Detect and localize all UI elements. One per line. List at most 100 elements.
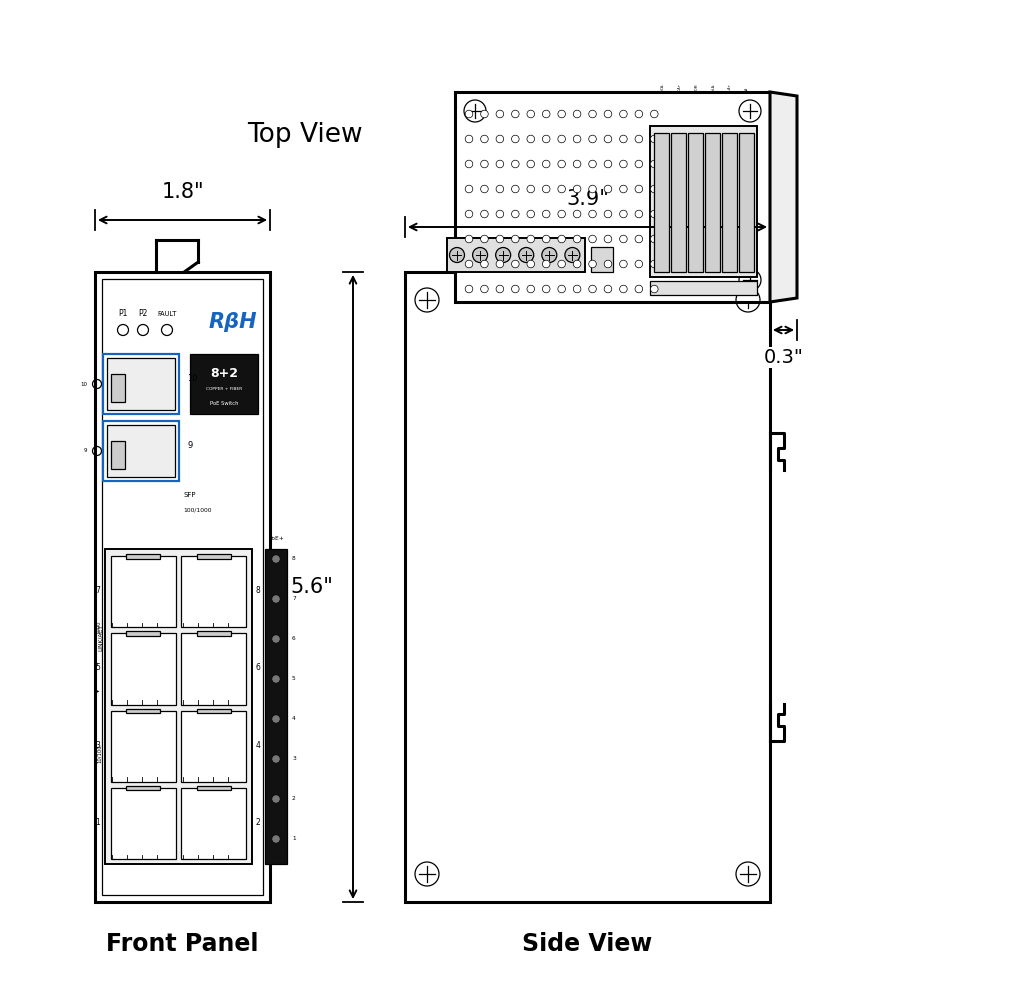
- Circle shape: [573, 260, 581, 268]
- Text: COM: COM: [694, 84, 698, 91]
- Text: P1: P1: [119, 309, 128, 318]
- Circle shape: [542, 248, 557, 263]
- Circle shape: [512, 285, 519, 293]
- Circle shape: [604, 210, 611, 218]
- Text: 1: 1: [95, 818, 100, 827]
- Circle shape: [271, 634, 281, 643]
- Text: PoE+: PoE+: [268, 536, 284, 541]
- Circle shape: [480, 285, 488, 293]
- Bar: [181, 787, 247, 859]
- Circle shape: [650, 236, 658, 243]
- Text: LA: LA: [745, 87, 749, 91]
- Bar: [738, 133, 754, 272]
- Text: 6: 6: [256, 664, 261, 673]
- Circle shape: [589, 135, 596, 143]
- Bar: [197, 631, 230, 635]
- Circle shape: [512, 236, 519, 243]
- Text: 5: 5: [292, 677, 296, 682]
- Circle shape: [512, 185, 519, 192]
- Circle shape: [650, 185, 658, 192]
- Bar: [197, 554, 230, 559]
- Circle shape: [565, 248, 580, 263]
- Circle shape: [271, 795, 281, 804]
- Circle shape: [589, 285, 596, 293]
- Circle shape: [496, 160, 504, 168]
- Bar: [106, 425, 175, 477]
- Text: Side View: Side View: [522, 932, 652, 956]
- Circle shape: [573, 110, 581, 118]
- Text: PoE Switch: PoE Switch: [210, 401, 239, 406]
- Polygon shape: [770, 92, 797, 302]
- Circle shape: [496, 236, 504, 243]
- Text: 4: 4: [256, 740, 261, 749]
- Text: 4: 4: [292, 717, 296, 721]
- Bar: [126, 785, 161, 790]
- Bar: [197, 785, 230, 790]
- Circle shape: [635, 260, 643, 268]
- Circle shape: [480, 110, 488, 118]
- Circle shape: [558, 210, 565, 218]
- Circle shape: [480, 236, 488, 243]
- Circle shape: [543, 210, 550, 218]
- Circle shape: [465, 110, 473, 118]
- Circle shape: [527, 285, 535, 293]
- Text: P2: P2: [138, 309, 147, 318]
- Text: 100/1000: 100/1000: [183, 508, 212, 513]
- Circle shape: [496, 248, 511, 263]
- Text: ▼: ▼: [97, 689, 101, 693]
- Circle shape: [604, 110, 611, 118]
- Circle shape: [620, 110, 628, 118]
- Circle shape: [496, 260, 504, 268]
- Bar: [111, 556, 176, 627]
- Circle shape: [635, 236, 643, 243]
- Circle shape: [543, 185, 550, 192]
- Circle shape: [496, 210, 504, 218]
- Circle shape: [465, 285, 473, 293]
- Circle shape: [558, 135, 565, 143]
- Circle shape: [635, 210, 643, 218]
- Circle shape: [543, 110, 550, 118]
- Circle shape: [604, 260, 611, 268]
- Text: COPPER + FIBER: COPPER + FIBER: [206, 387, 242, 391]
- Bar: [591, 247, 613, 272]
- Text: 0.3": 0.3": [764, 348, 804, 367]
- Circle shape: [589, 236, 596, 243]
- Text: 8: 8: [292, 557, 296, 562]
- Circle shape: [635, 285, 643, 293]
- Circle shape: [480, 135, 488, 143]
- Circle shape: [543, 135, 550, 143]
- Bar: [103, 421, 179, 481]
- Text: +LA-: +LA-: [712, 83, 716, 91]
- Circle shape: [271, 555, 281, 563]
- Text: RβH: RβH: [209, 312, 257, 332]
- Circle shape: [465, 135, 473, 143]
- Bar: [111, 374, 125, 402]
- Circle shape: [271, 755, 281, 763]
- Circle shape: [512, 135, 519, 143]
- Bar: [671, 133, 686, 272]
- Bar: [181, 633, 247, 705]
- Circle shape: [650, 110, 658, 118]
- Circle shape: [519, 248, 534, 263]
- Circle shape: [604, 135, 611, 143]
- Text: 3: 3: [95, 740, 100, 749]
- Bar: [455, 92, 770, 302]
- Circle shape: [650, 135, 658, 143]
- Circle shape: [589, 210, 596, 218]
- Circle shape: [473, 248, 487, 263]
- Circle shape: [573, 236, 581, 243]
- Text: Front Panel: Front Panel: [106, 932, 259, 956]
- Bar: [447, 238, 585, 272]
- Circle shape: [604, 185, 611, 192]
- Text: 2: 2: [256, 818, 261, 827]
- Circle shape: [496, 135, 504, 143]
- Circle shape: [635, 110, 643, 118]
- Text: 10: 10: [187, 375, 198, 384]
- Text: 5: 5: [95, 664, 100, 673]
- Circle shape: [543, 285, 550, 293]
- Circle shape: [480, 260, 488, 268]
- Text: 3.9": 3.9": [566, 189, 609, 209]
- Circle shape: [496, 110, 504, 118]
- Bar: [103, 354, 179, 414]
- Text: 10: 10: [80, 382, 87, 387]
